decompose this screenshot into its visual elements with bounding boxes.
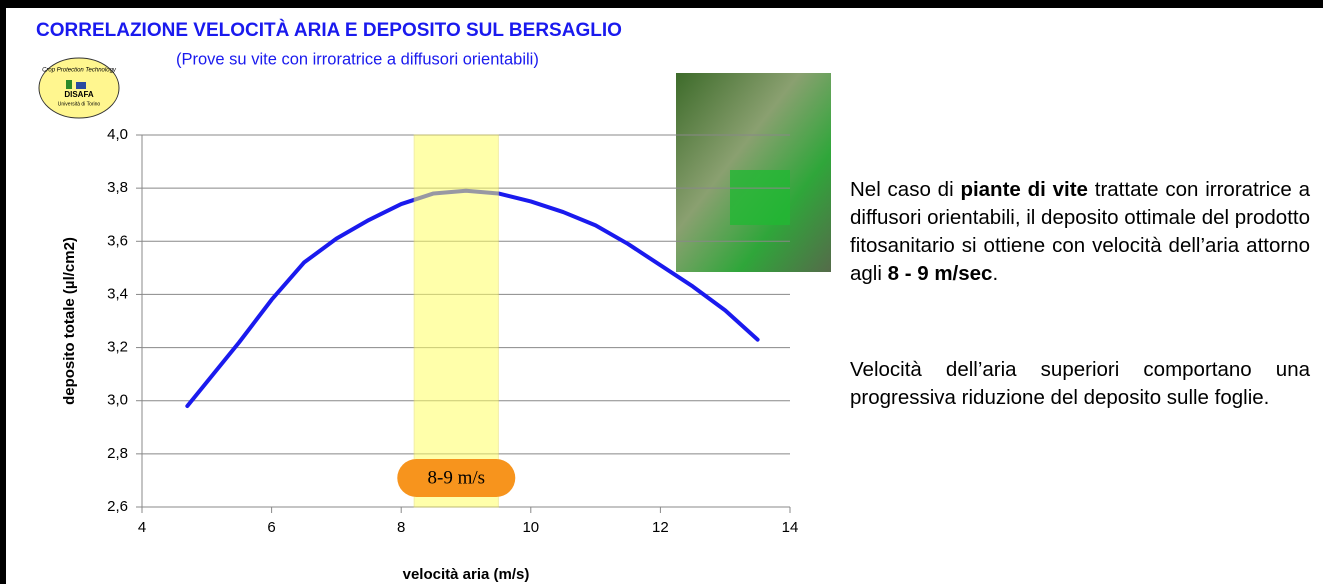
y-tick-label: 3,0: [107, 392, 128, 409]
y-tick-label: 3,6: [107, 232, 128, 249]
logo: Crop Protection Technology DISAFA Univer…: [38, 57, 120, 119]
y-tick-label: 2,8: [107, 445, 128, 462]
annotation-box: [397, 459, 516, 497]
x-axis-label: velocità aria (m/s): [403, 566, 530, 583]
paragraph: Nel caso di piante di vite trattate con …: [850, 176, 1310, 288]
x-tick-label: 14: [782, 519, 799, 536]
annotation: 8-9 m/s: [428, 467, 486, 488]
y-tick-label: 3,8: [107, 179, 128, 196]
logo-icon: [66, 80, 72, 89]
logo-name: DISAFA: [64, 90, 94, 99]
paragraph: Velocità dell’aria superiori comportano …: [850, 356, 1310, 412]
logo-icon: [76, 82, 86, 89]
text-run: Velocità dell’aria superiori comportano …: [850, 358, 1310, 409]
x-tick-label: 6: [267, 519, 275, 536]
chart-subtitle: (Prove su vite con irroratrice a diffuso…: [176, 50, 539, 68]
x-tick-label: 12: [652, 519, 669, 536]
text-run: trattate con irroratrice a diffusori ori…: [850, 178, 1310, 285]
text-run: .: [992, 262, 999, 285]
y-axis-label: deposito totale (µl/cm2): [61, 237, 78, 405]
chart-title: CORRELAZIONE VELOCITÀ ARIA E DEPOSITO SU…: [36, 19, 622, 41]
y-tick-label: 3,2: [107, 339, 128, 356]
x-tick-label: 8: [397, 519, 405, 536]
text-run: Nel caso di: [850, 178, 961, 201]
logo-bottom: Università di Torino: [58, 101, 101, 107]
x-tick-label: 10: [522, 519, 539, 536]
y-tick-label: 4,0: [107, 126, 128, 143]
y-tick-label: 3,4: [107, 285, 128, 302]
highlight-band: [413, 134, 499, 508]
text-run-bold: piante di vite: [960, 178, 1088, 201]
text-run-bold: 8 - 9 m/sec: [887, 262, 993, 285]
logo-top: Crop Protection Technology: [42, 68, 117, 74]
y-tick-label: 2,6: [107, 498, 128, 515]
x-tick-label: 4: [138, 519, 146, 536]
photo-detail: [730, 170, 790, 225]
